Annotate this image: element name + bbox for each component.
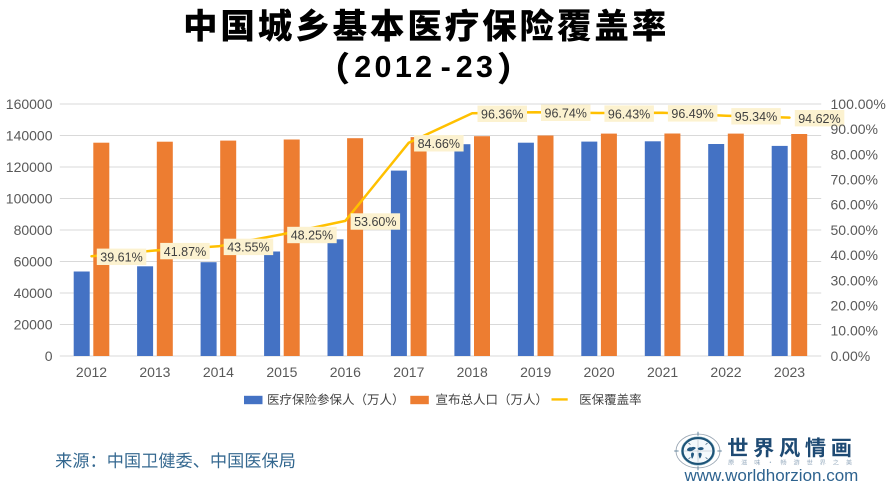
svg-text:100.00%: 100.00% (831, 96, 886, 112)
svg-text:50.00%: 50.00% (831, 222, 878, 238)
svg-text:96.36%: 96.36% (481, 108, 523, 122)
svg-text:2020: 2020 (584, 364, 615, 380)
svg-text:95.34%: 95.34% (735, 110, 777, 124)
svg-text:2016: 2016 (330, 364, 361, 380)
svg-text:20000: 20000 (14, 316, 53, 332)
svg-text:60000: 60000 (14, 253, 53, 269)
svg-text:23: 23 (456, 50, 497, 84)
svg-text:2012: 2012 (354, 50, 435, 84)
svg-text:41.87%: 41.87% (164, 245, 206, 259)
svg-text:90.00%: 90.00% (831, 121, 878, 137)
svg-text:40000: 40000 (14, 285, 53, 301)
svg-text:96.74%: 96.74% (545, 107, 587, 121)
svg-text:2017: 2017 (393, 364, 424, 380)
svg-text:43.55%: 43.55% (227, 241, 269, 255)
svg-text:96.43%: 96.43% (608, 107, 650, 121)
svg-text:2013: 2013 (139, 364, 170, 380)
svg-text:70.00%: 70.00% (831, 172, 878, 188)
svg-text:140000: 140000 (6, 127, 53, 143)
svg-text:-: - (441, 50, 454, 84)
svg-text:80000: 80000 (14, 222, 53, 238)
svg-text:84.66%: 84.66% (418, 137, 460, 151)
svg-text:2021: 2021 (647, 364, 678, 380)
svg-text:160000: 160000 (6, 96, 53, 112)
svg-text:20.00%: 20.00% (831, 298, 878, 314)
svg-text:www.worldhorzion.com: www.worldhorzion.com (684, 466, 859, 485)
svg-text:100000: 100000 (6, 190, 53, 206)
svg-text:53.60%: 53.60% (354, 215, 396, 229)
svg-text:2015: 2015 (266, 364, 297, 380)
svg-text:0: 0 (45, 348, 53, 364)
svg-text:120000: 120000 (6, 159, 53, 175)
svg-text:0.00%: 0.00% (831, 348, 871, 364)
svg-text:60.00%: 60.00% (831, 197, 878, 213)
svg-text:2019: 2019 (520, 364, 551, 380)
svg-text:40.00%: 40.00% (831, 247, 878, 263)
svg-text:48.25%: 48.25% (291, 229, 333, 243)
svg-text:39.61%: 39.61% (100, 251, 142, 265)
svg-text:80.00%: 80.00% (831, 146, 878, 162)
svg-text:2022: 2022 (710, 364, 741, 380)
svg-text:96.49%: 96.49% (671, 107, 713, 121)
svg-text:2014: 2014 (203, 364, 234, 380)
svg-text:30.00%: 30.00% (831, 272, 878, 288)
svg-text:94.62%: 94.62% (798, 112, 840, 126)
svg-text:2023: 2023 (774, 364, 805, 380)
svg-text:10.00%: 10.00% (831, 323, 878, 339)
svg-text:2012: 2012 (76, 364, 107, 380)
svg-text:2018: 2018 (457, 364, 488, 380)
